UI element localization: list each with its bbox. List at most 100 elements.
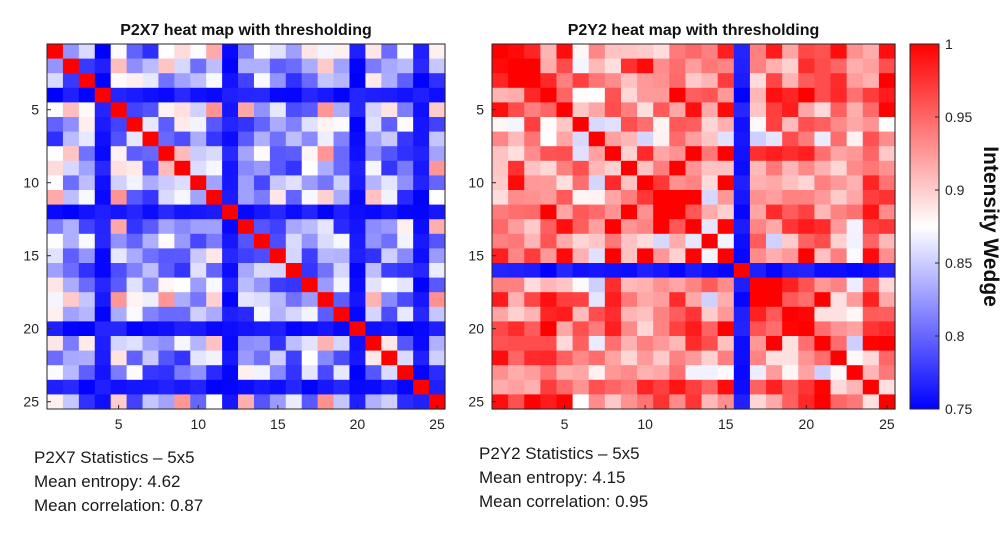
p2y2-heatmap-cell (685, 44, 703, 60)
p2y2-heatmap-cell (862, 263, 880, 279)
p2y2-heatmap-cell (653, 306, 670, 322)
p2x7-heatmap-cell (349, 321, 366, 337)
p2x7-heatmap-cell (381, 233, 398, 249)
p2y2-heatmap-cell (637, 146, 654, 162)
p2x7-heatmap-cell (317, 73, 335, 89)
p2y2-heatmap-cell (798, 190, 815, 206)
p2x7-heatmap-cell (206, 263, 223, 279)
p2y2-heatmap-cell (685, 160, 703, 176)
p2x7-heatmap-cell (301, 277, 319, 293)
p2x7-heatmap-cell (158, 277, 175, 293)
p2y2-heatmap-cell (782, 87, 799, 103)
p2y2-heatmap-cell (701, 306, 719, 322)
p2y2-heatmap-cell (637, 248, 654, 264)
p2x7-y-tick-label: 15 (23, 248, 39, 264)
p2x7-heatmap-cell (94, 336, 112, 352)
p2y2-heatmap-cell (878, 160, 896, 176)
p2y2-heatmap-cell (540, 44, 558, 60)
p2x7-heatmap-cell (158, 365, 175, 381)
p2y2-heatmap-cell (798, 44, 815, 60)
p2y2-heatmap-cell (524, 219, 541, 235)
p2y2-heatmap-cell (733, 365, 751, 381)
p2x7-heatmap-cell (158, 204, 175, 220)
p2x7-heatmap-cell (94, 58, 112, 74)
p2x7-heatmap-cell (301, 117, 319, 133)
p2x7-heatmap-cell (126, 336, 144, 352)
p2x7-heatmap-cell (349, 306, 366, 322)
p2y2-heatmap-cell (830, 306, 848, 322)
p2y2-heatmap-cell (701, 117, 719, 133)
p2y2-heatmap-cell (653, 277, 670, 293)
p2x7-heatmap-cell (78, 160, 96, 176)
p2y2-heatmap-cell (653, 58, 670, 74)
p2x7-heatmap-cell (269, 394, 287, 410)
p2x7-heatmap-cell (142, 248, 160, 264)
p2x7-heatmap-cell (301, 146, 319, 162)
p2y2-heatmap-cell (766, 190, 783, 206)
p2y2-heatmap-cell (878, 336, 896, 352)
p2x7-heatmap-cell (94, 44, 112, 60)
p2x7-heatmap-cell (222, 102, 239, 118)
p2x7-heatmap-cell (301, 131, 319, 147)
p2y2-heatmap-cell (749, 233, 767, 249)
p2x7-heatmap-cell (47, 394, 64, 410)
p2x7-heatmap-cell (158, 306, 175, 322)
p2x7-heatmap-cell (333, 102, 351, 118)
p2x7-heatmap-cell (301, 350, 319, 366)
p2x7-heatmap-cell (381, 306, 398, 322)
p2x7-heatmap-cell (365, 160, 382, 176)
p2x7-heatmap-cell (317, 394, 335, 410)
p2y2-heatmap-cell (620, 175, 638, 191)
p2y2-heatmap-cell (830, 146, 848, 162)
p2y2-heatmap-cell (637, 44, 654, 60)
p2y2-heatmap-cell (685, 248, 703, 264)
p2y2-heatmap-cell (653, 190, 670, 206)
p2x7-heatmap-cell (301, 58, 319, 74)
p2y2-heatmap-cell (814, 102, 832, 118)
p2x7-heatmap-cell (333, 365, 351, 381)
p2x7-heatmap-cell (142, 394, 160, 410)
p2x7-heatmap-cell (365, 44, 382, 60)
p2x7-heatmap-cell (349, 204, 366, 220)
p2y2-heatmap-cell (782, 321, 799, 337)
p2y2-heatmap-cell (492, 394, 509, 410)
p2x7-heatmap-cell (429, 73, 446, 89)
p2x7-heatmap-cell (333, 219, 351, 235)
p2x7-heatmap-cell (158, 131, 175, 147)
p2y2-heatmap-cell (798, 379, 815, 395)
p2x7-heatmap-cell (413, 394, 430, 410)
p2x7-heatmap-cell (253, 350, 271, 366)
p2y2-heatmap-cell (637, 306, 654, 322)
p2y2-heatmap-cell (814, 292, 832, 308)
p2x7-heatmap-cell (285, 204, 303, 220)
p2x7-heatmap-cell (190, 379, 207, 395)
p2y2-y-tick-label: 20 (468, 321, 484, 337)
p2x7-heatmap-cell (206, 73, 223, 89)
p2x7-heatmap-cell (365, 233, 382, 249)
p2x7-heatmap-cell (158, 233, 175, 249)
p2x7-chart-title: P2X7 heat map with thresholding (120, 22, 372, 39)
p2y2-y-tick-label: 5 (476, 102, 484, 118)
p2x7-heatmap-cell (62, 233, 80, 249)
p2x7-heatmap-cell (285, 117, 303, 133)
p2x7-heatmap-cell (47, 321, 64, 337)
p2y2-heatmap-cell (492, 292, 509, 308)
p2y2-heatmap-cell (604, 73, 622, 89)
p2x7-heatmap-cell (365, 102, 382, 118)
p2y2-heatmap-cell (733, 44, 751, 60)
p2y2-heatmap-cell (540, 190, 558, 206)
p2x7-heatmap-cell (333, 379, 351, 395)
p2x7-heatmap-cell (413, 277, 430, 293)
p2x7-heatmap-cell (158, 146, 175, 162)
p2x7-heatmap-cell (94, 248, 112, 264)
p2x7-heatmap-cell (317, 44, 335, 60)
p2y2-heatmap-cell (637, 160, 654, 176)
p2y2-heatmap-cell (798, 263, 815, 279)
p2y2-heatmap-cell (782, 175, 799, 191)
p2y2-heatmap-cell (556, 248, 574, 264)
p2x7-heatmap-cell (317, 321, 335, 337)
p2y2-heatmap-cell (717, 336, 735, 352)
p2y2-heatmap-cell (798, 248, 815, 264)
p2y2-heatmap-cell (701, 73, 719, 89)
p2x7-heatmap-cell (47, 146, 64, 162)
